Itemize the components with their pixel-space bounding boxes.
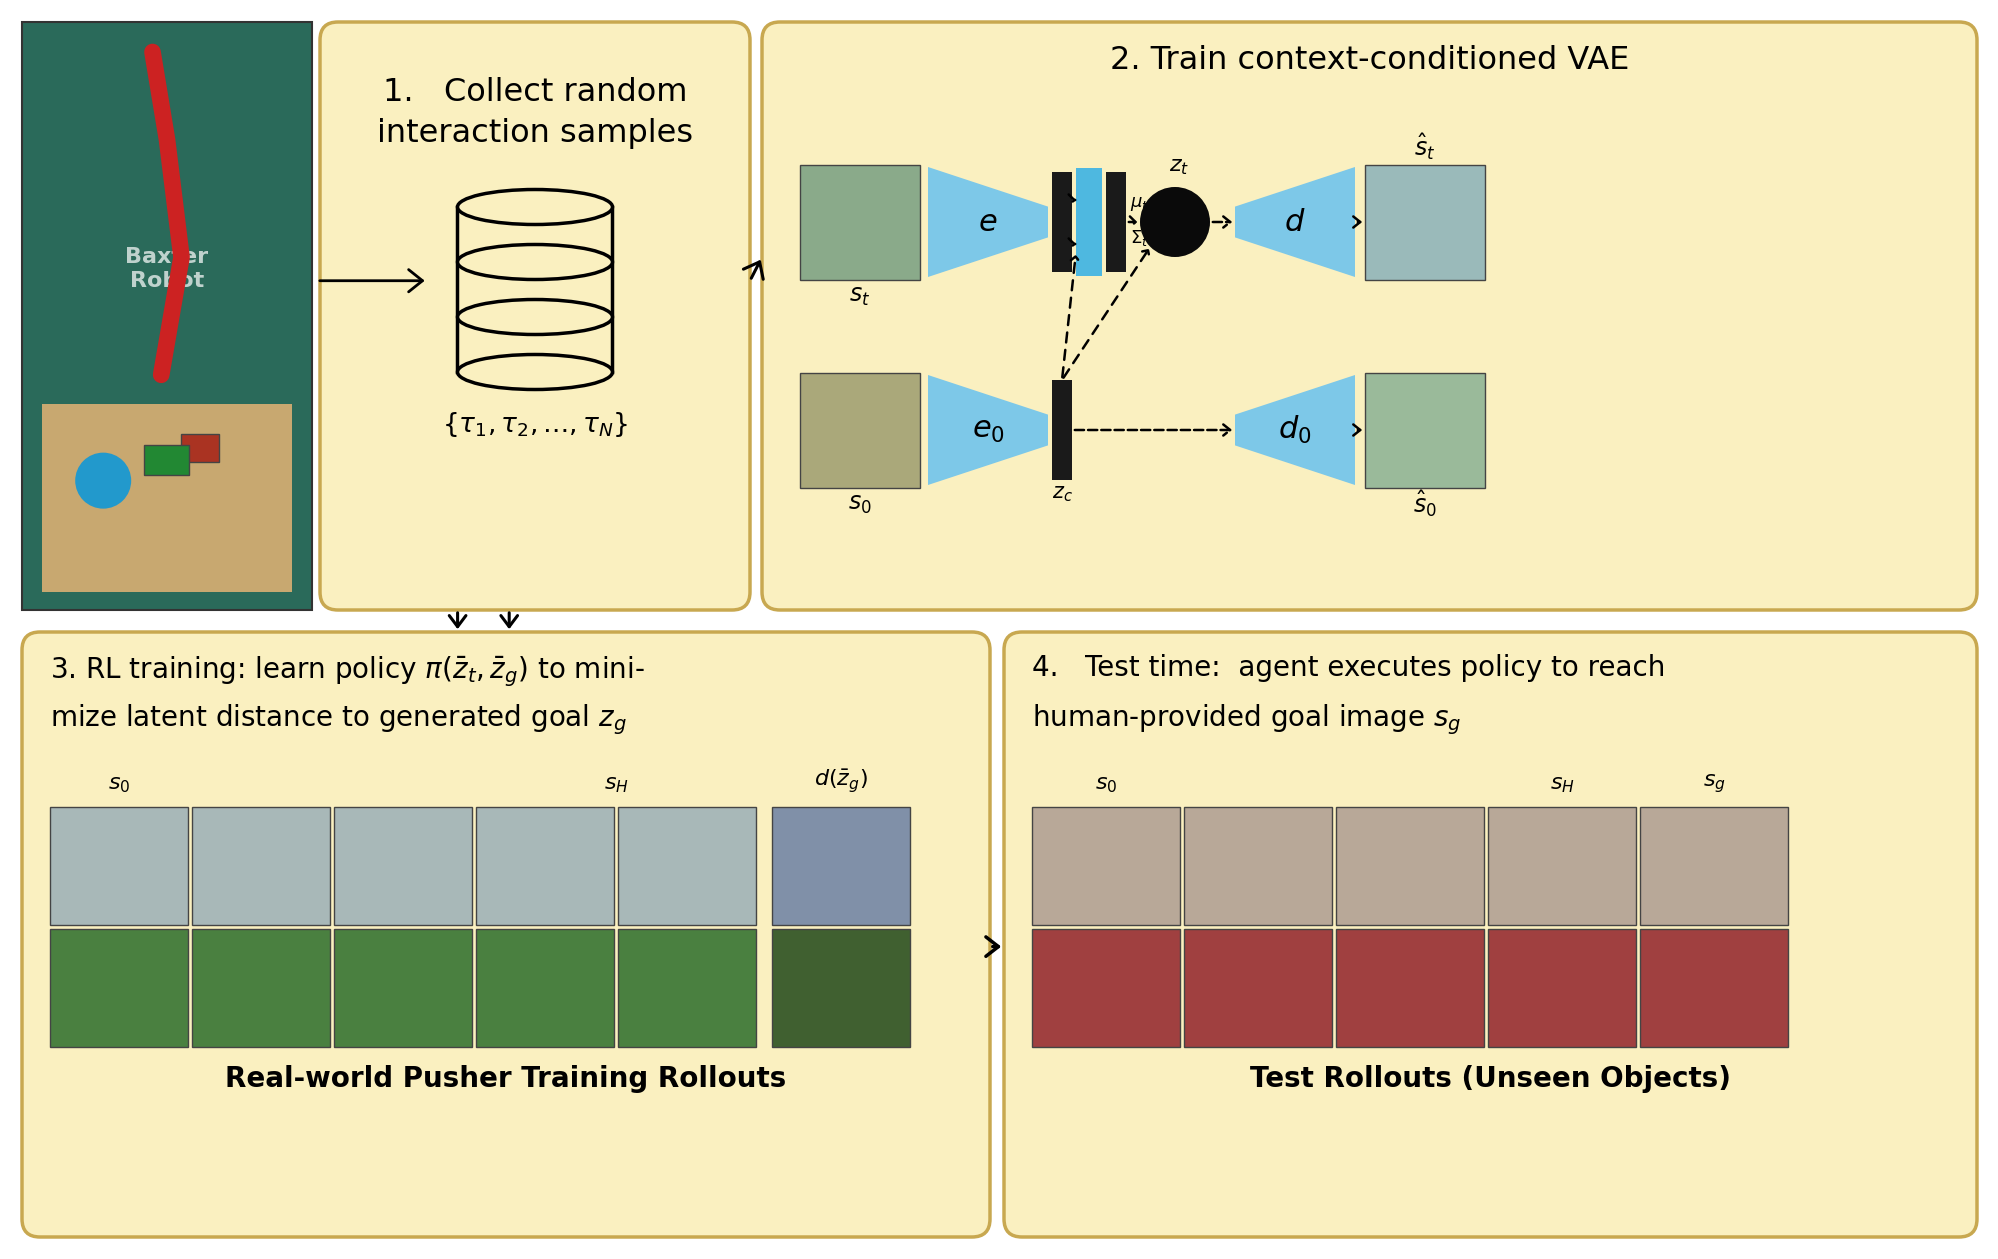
Bar	[182, 433, 220, 462]
Bar	[50, 929, 188, 1047]
Text: 3. RL training: learn policy $\pi(\bar{z}_t, \bar{z}_g)$ to mini-: 3. RL training: learn policy $\pi(\bar{z…	[50, 653, 643, 689]
Text: 1.   Collect random
interaction samples: 1. Collect random interaction samples	[378, 77, 693, 149]
FancyBboxPatch shape	[1003, 632, 1976, 1238]
Text: $\hat{s}_0$: $\hat{s}_0$	[1413, 488, 1437, 519]
Text: $d_0$: $d_0$	[1277, 414, 1311, 446]
Text: $s_0$: $s_0$	[847, 491, 871, 515]
Polygon shape	[927, 375, 1047, 485]
Polygon shape	[927, 167, 1047, 277]
Bar	[1487, 807, 1634, 925]
Bar	[771, 929, 909, 1047]
Text: mize latent distance to generated goal $z_g$: mize latent distance to generated goal $…	[50, 703, 627, 737]
Text: $s_g$: $s_g$	[1702, 772, 1724, 794]
Bar	[476, 929, 613, 1047]
Bar	[334, 929, 472, 1047]
Text: $d$: $d$	[1283, 208, 1305, 237]
Bar	[617, 807, 755, 925]
Bar	[1638, 807, 1786, 925]
Bar	[1183, 929, 1331, 1047]
Bar	[1638, 929, 1786, 1047]
FancyBboxPatch shape	[22, 632, 989, 1238]
Bar	[1365, 373, 1485, 487]
Text: $s_H$: $s_H$	[1548, 776, 1574, 794]
Bar	[1075, 167, 1101, 276]
Bar	[50, 807, 188, 925]
Text: $s_H$: $s_H$	[603, 776, 627, 794]
Bar	[1031, 929, 1179, 1047]
Bar	[192, 807, 330, 925]
Bar	[22, 21, 312, 611]
Text: Baxter
Robot: Baxter Robot	[126, 247, 208, 291]
Text: $\mu_t$: $\mu_t$	[1129, 195, 1149, 213]
Circle shape	[76, 453, 132, 509]
Bar	[476, 807, 613, 925]
Bar	[144, 446, 188, 476]
Text: $s_0$: $s_0$	[1095, 776, 1117, 794]
Text: $s_t$: $s_t$	[849, 283, 871, 307]
Ellipse shape	[458, 300, 611, 335]
Ellipse shape	[458, 190, 611, 224]
Bar	[1105, 172, 1125, 272]
Text: $e$: $e$	[977, 208, 997, 237]
Bar	[1031, 807, 1179, 925]
Text: $\hat{s}_t$: $\hat{s}_t$	[1413, 131, 1435, 162]
Polygon shape	[1235, 167, 1355, 277]
Bar	[1335, 929, 1483, 1047]
Ellipse shape	[458, 355, 611, 389]
Bar	[617, 929, 755, 1047]
Bar	[771, 807, 909, 925]
Text: $z_c$: $z_c$	[1051, 483, 1071, 504]
Bar	[799, 165, 919, 279]
Bar	[1051, 172, 1071, 272]
Bar	[192, 929, 330, 1047]
Bar	[42, 404, 292, 593]
Bar	[1365, 165, 1485, 279]
Bar	[1335, 807, 1483, 925]
Text: Test Rollouts (Unseen Objects): Test Rollouts (Unseen Objects)	[1249, 1065, 1730, 1093]
Text: human-provided goal image $s_g$: human-provided goal image $s_g$	[1031, 703, 1461, 737]
Bar	[799, 373, 919, 487]
Bar	[1183, 807, 1331, 925]
Text: $s_0$: $s_0$	[108, 776, 130, 794]
Text: Real-world Pusher Training Rollouts: Real-world Pusher Training Rollouts	[226, 1065, 787, 1093]
Circle shape	[1139, 188, 1209, 257]
Text: $\{\tau_1, \tau_2, \ldots, \tau_N\}$: $\{\tau_1, \tau_2, \ldots, \tau_N\}$	[442, 409, 627, 438]
Bar	[1051, 380, 1071, 480]
Text: $z_t$: $z_t$	[1169, 157, 1189, 178]
Ellipse shape	[458, 244, 611, 279]
Bar	[458, 206, 611, 371]
Bar	[1487, 929, 1634, 1047]
FancyBboxPatch shape	[320, 21, 749, 611]
Text: 4.   Test time:  agent executes policy to reach: 4. Test time: agent executes policy to r…	[1031, 653, 1664, 682]
Text: $\Sigma_t$: $\Sigma_t$	[1129, 228, 1149, 248]
Bar	[334, 807, 472, 925]
FancyBboxPatch shape	[761, 21, 1976, 611]
Text: $e_0$: $e_0$	[971, 415, 1003, 444]
Text: 2. Train context-conditioned VAE: 2. Train context-conditioned VAE	[1109, 44, 1628, 76]
Text: $d(\bar{z}_g)$: $d(\bar{z}_g)$	[813, 768, 867, 794]
Polygon shape	[1235, 375, 1355, 485]
